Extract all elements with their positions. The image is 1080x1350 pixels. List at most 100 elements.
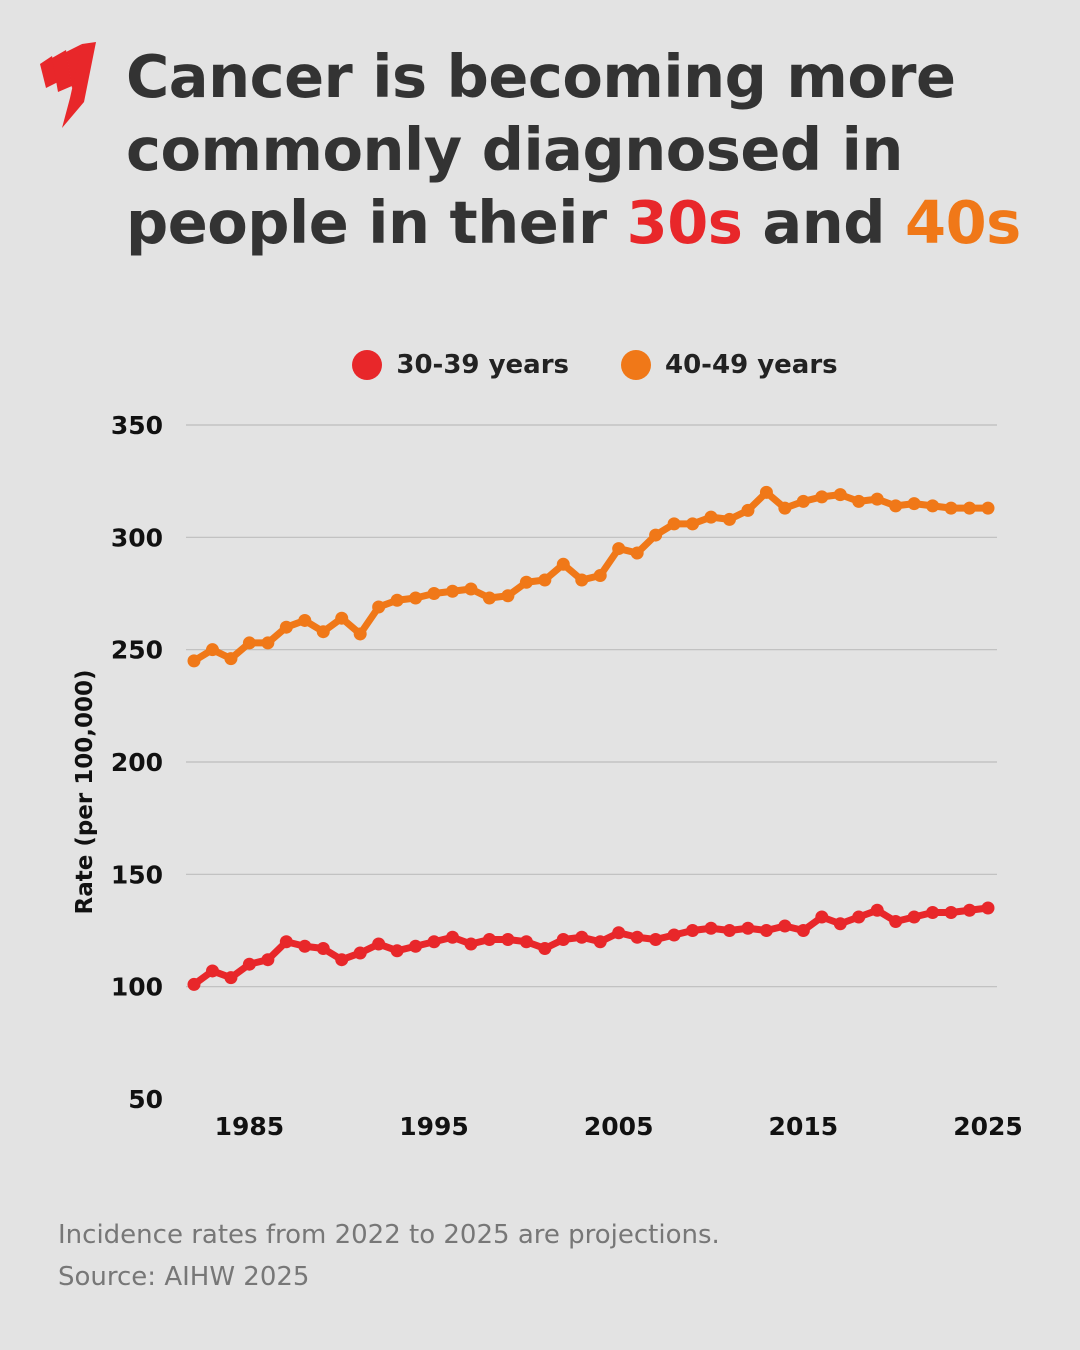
data-point: [372, 937, 386, 951]
x-tick-label: 2025: [953, 1112, 1023, 1141]
data-point: [815, 490, 829, 504]
line-chart: 50 100 150 200 250 300 350 1985 1995 2005 2015 2025…: [72, 411, 1023, 1141]
data-point: [390, 944, 404, 958]
data-point: [519, 935, 533, 949]
legend-swatch-orange: [621, 350, 651, 380]
legend-item-40-49: 40-49 years: [621, 350, 838, 380]
data-point: [741, 503, 755, 517]
data-point: [870, 903, 884, 917]
data-point: [575, 930, 589, 944]
data-point: [870, 492, 884, 506]
data-point: [556, 932, 570, 946]
data-point: [205, 643, 219, 657]
data-point: [575, 573, 589, 587]
data-point: [335, 611, 349, 625]
y-tick-label: 200: [111, 748, 163, 777]
data-point: [612, 542, 626, 556]
series-line-1: [192, 488, 988, 664]
y-axis-label: Rate (per 100,000): [72, 669, 98, 914]
data-point: [796, 924, 810, 937]
data-point: [630, 930, 644, 944]
data-point: [649, 932, 663, 946]
data-point: [501, 589, 515, 603]
data-point: [981, 501, 995, 515]
x-tick-label: 1995: [399, 1112, 469, 1141]
data-point: [963, 903, 977, 917]
data-point: [630, 546, 644, 560]
data-point: [944, 906, 958, 920]
data-point: [796, 494, 810, 508]
data-point: [224, 652, 238, 666]
data-point: [926, 499, 940, 513]
data-point: [907, 910, 921, 924]
data-point: [519, 575, 533, 589]
data-point: [316, 625, 330, 639]
data-point: [815, 910, 829, 924]
data-point: [538, 573, 552, 587]
data-point: [538, 941, 552, 955]
data-point: [464, 582, 478, 596]
legend: 30-39 years 40-49 years: [0, 350, 1080, 380]
y-tick-label: 300: [111, 523, 163, 552]
data-point: [187, 977, 201, 991]
data-point: [353, 946, 367, 960]
data-point: [409, 591, 423, 605]
data-point: [852, 494, 866, 508]
data-point: [778, 501, 792, 515]
data-point: [316, 941, 330, 955]
data-point: [464, 937, 478, 951]
data-point: [261, 636, 275, 650]
y-tick-label: 50: [128, 1085, 163, 1114]
data-point: [722, 924, 736, 937]
data-point: [187, 654, 201, 668]
data-point: [963, 501, 977, 515]
data-point: [944, 501, 958, 515]
data-point: [907, 497, 921, 511]
data-point: [279, 620, 293, 634]
data-point: [833, 917, 847, 931]
data-point: [759, 924, 773, 937]
legend-item-30-39: 30-39 years: [352, 350, 569, 380]
data-point: [353, 627, 367, 641]
source: Source: AIHW 2025: [58, 1262, 310, 1292]
data-point: [852, 910, 866, 924]
title-highlight-40s: 40s: [905, 188, 1021, 257]
data-point: [981, 901, 995, 915]
legend-swatch-red: [352, 350, 383, 380]
x-tick-label: 2015: [769, 1112, 839, 1141]
sbs-logo: [40, 42, 96, 128]
data-point: [593, 935, 607, 949]
data-point: [482, 591, 496, 605]
data-point: [667, 928, 681, 942]
data-point: [667, 517, 681, 531]
data-point: [298, 939, 312, 953]
data-point: [556, 557, 570, 571]
data-point: [205, 964, 219, 978]
data-point: [446, 930, 460, 944]
data-point: [759, 485, 773, 499]
x-tick-label: 2005: [584, 1112, 654, 1141]
y-tick-label: 150: [111, 860, 163, 889]
data-point: [722, 512, 736, 526]
y-tick-label: 250: [111, 636, 163, 665]
data-point: [649, 528, 663, 542]
data-point: [427, 935, 441, 949]
title-highlight-30s: 30s: [626, 188, 743, 257]
data-point: [686, 517, 700, 531]
data-point: [372, 600, 386, 614]
data-point: [390, 593, 404, 607]
y-tick-label: 350: [111, 411, 163, 440]
data-point: [833, 488, 847, 502]
data-point: [279, 935, 293, 949]
data-point: [889, 499, 903, 513]
y-tick-label: 100: [111, 973, 163, 1002]
footnote: Incidence rates from 2022 to 2025 are pr…: [58, 1220, 720, 1250]
data-point: [446, 584, 460, 598]
data-point: [409, 939, 423, 953]
data-point: [501, 932, 515, 946]
data-point: [593, 569, 607, 583]
series-line-0: [191, 904, 989, 988]
data-point: [704, 510, 718, 524]
data-point: [242, 957, 256, 971]
data-point: [612, 926, 626, 940]
